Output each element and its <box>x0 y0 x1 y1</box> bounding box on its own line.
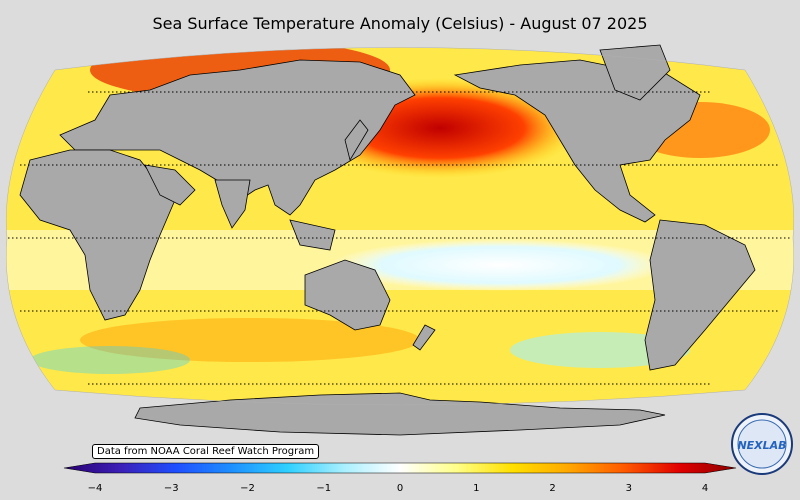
africa-landmass <box>19 149 176 321</box>
land-masses <box>19 44 756 436</box>
colorbar-tick-label: 2 <box>549 483 556 494</box>
japan <box>344 119 369 162</box>
colorbar-tick-label: −3 <box>163 483 179 494</box>
colorbar-tick-label: −1 <box>316 483 332 494</box>
south-atlantic-cool-patch <box>30 346 190 374</box>
colorbar-tick-label: −2 <box>240 483 255 494</box>
australia-landmass <box>304 259 391 331</box>
antarctica-landmass <box>134 392 666 436</box>
source-note: Data from NOAA Coral Reef Watch Program <box>92 444 320 459</box>
india-landmass <box>214 179 251 229</box>
colorbar-tick-label: 0 <box>396 483 404 494</box>
logo-text: NEXLAB <box>737 439 786 452</box>
globe-outline <box>6 47 794 406</box>
arabia-landmass <box>144 164 196 206</box>
colorbar-ramp <box>63 462 737 474</box>
colorbar-tick-label: 1 <box>473 483 480 494</box>
maritime-continent <box>289 219 336 251</box>
page-title: Sea Surface Temperature Anomaly (Celsius… <box>152 14 648 33</box>
colorbar-tick-label: 4 <box>701 483 709 494</box>
eurasia-landmass <box>59 59 416 216</box>
east-pacific-cool-patch <box>330 239 670 291</box>
colorbar-tick-label: −4 <box>87 483 103 494</box>
greenland <box>599 44 671 101</box>
colorbar-tick-label: 3 <box>625 483 632 494</box>
nexlab-logo: NEXLAB <box>730 412 794 476</box>
south-america-landmass <box>644 219 756 371</box>
graticule <box>8 91 792 385</box>
southern-ocean-patch <box>80 318 420 362</box>
new-zealand <box>412 324 436 351</box>
